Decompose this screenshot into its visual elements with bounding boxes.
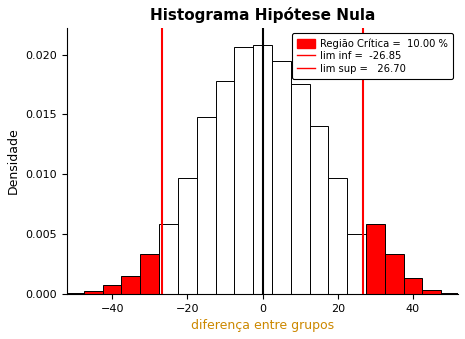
X-axis label: diferença entre grupos: diferença entre grupos [191, 319, 334, 332]
Legend: Região Crítica =  10.00 %, lim inf =  -26.85, lim sup =   26.70: Região Crítica = 10.00 %, lim inf = -26.… [292, 33, 453, 79]
Bar [328, 178, 347, 294]
Bar [215, 81, 234, 294]
Bar [310, 126, 328, 294]
Bar [366, 224, 385, 294]
Title: Histograma Hipótese Nula: Histograma Hipótese Nula [150, 7, 375, 23]
Bar [253, 45, 272, 294]
Bar [441, 293, 460, 294]
Bar [103, 285, 121, 294]
Bar [178, 178, 197, 294]
Bar [291, 84, 310, 294]
Bar [84, 291, 103, 294]
Bar [121, 276, 140, 294]
Bar [404, 278, 422, 294]
Bar [65, 293, 84, 294]
Y-axis label: Densidade: Densidade [7, 128, 20, 194]
Bar [272, 61, 291, 294]
Bar [197, 117, 215, 294]
Bar [385, 254, 404, 294]
Bar [140, 254, 159, 294]
Bar [422, 290, 441, 294]
Bar [347, 234, 366, 294]
Bar [159, 224, 178, 294]
Bar [234, 47, 253, 294]
